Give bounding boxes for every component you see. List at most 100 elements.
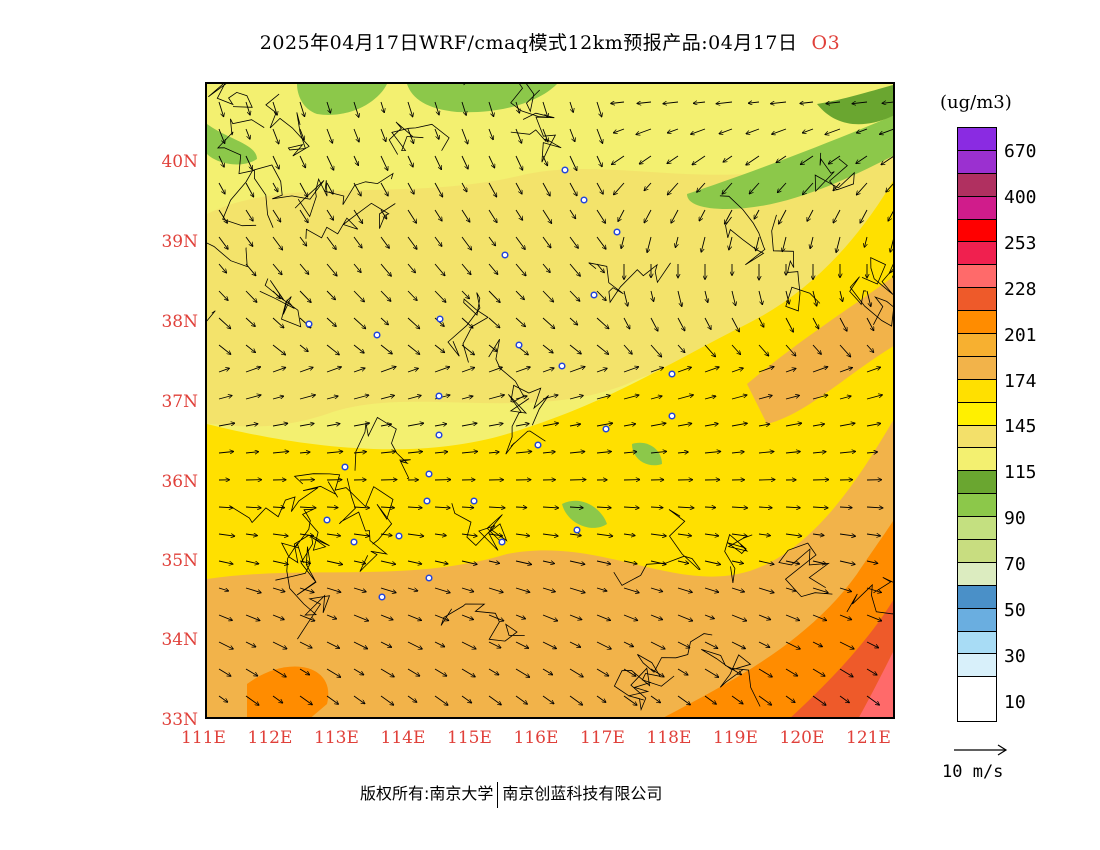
station-marker [534,441,542,449]
title-main: 2025年04月17日WRF/cmaq模式12km预报产品:04月17日 [259,32,798,54]
wind-arrow [326,396,338,400]
wind-arrow [272,451,289,453]
wind-arrow [245,317,255,327]
contour-90-f [632,442,662,466]
wind-arrow [434,560,448,564]
wind-arrow [299,367,313,373]
contour-90-a [297,84,387,115]
colorbar-cell [958,173,996,197]
wind-arrow [785,507,800,508]
wind-arrow [380,182,388,196]
wind-arrow [812,317,819,329]
wind-arrow [407,507,422,508]
colorbar-cell [958,608,996,632]
wind-arrow [488,668,499,675]
wind-arrow [746,128,760,134]
wind-arrow [488,367,502,373]
wind-arrow [866,534,880,536]
wind-arrow [723,155,733,162]
wind-arrow [434,290,446,302]
wind-arrow [272,182,278,192]
wind-arrow [758,695,772,705]
wind-arrow [704,695,716,704]
wind-arrow [272,695,283,703]
wind-arrow [812,560,826,564]
wind-arrow [731,668,742,675]
wind-arrow [461,155,468,169]
latitude-label: 36N [161,472,198,492]
station-marker [436,315,444,323]
wind-arrow [542,534,558,536]
wind-arrow [569,695,583,705]
wind-arrow [353,614,369,621]
wind-arrow [569,507,583,508]
wind-arrow [515,534,530,536]
wind-arrow [407,695,417,702]
colorbar-cell [958,585,996,609]
wind-arrow [677,587,692,592]
wind-arrow [785,423,802,427]
wind-arrow [596,101,602,117]
wind-arrow [569,367,585,373]
wind-arrow [542,395,558,400]
latitude-label: 39N [161,232,198,252]
wind-arrow [569,668,583,677]
wind-arrow [542,614,558,621]
wind-arrow [828,155,841,164]
colorbar-cell [958,379,996,403]
footer-company: 南京创蓝科技有限公司 [502,784,663,803]
wind-arrow [839,641,854,649]
footer: 版权所有:南京大学 南京创蓝科技有限公司 [360,780,662,808]
wind-arrow [596,641,611,649]
wind-arrow [618,209,625,221]
wind-arrow [272,614,284,620]
colorbar-cell [958,448,996,472]
admin-border-line [388,121,450,155]
wind-arrow [894,561,895,565]
wind-arrow [245,101,250,115]
wind-arrow [434,424,447,426]
wind-arrow [596,209,606,223]
wind-arrow [218,668,231,676]
wind-arrow [407,395,421,400]
wind-arrow [704,396,716,400]
colorbar-cell [958,150,996,174]
wind-arrow [812,534,824,536]
wind-reference-arrow [954,744,1008,756]
wind-arrow [407,641,422,649]
wind-arrow [542,182,550,196]
wind-arrow [758,560,774,564]
wind-arrow [245,507,261,508]
contour-228 [791,600,893,717]
wind-arrow [542,561,555,564]
wind-arrow [434,587,450,593]
wind-arrow [569,155,577,171]
latitude-label: 40N [161,152,198,172]
wind-arrow [515,317,525,327]
wind-arrow [461,560,477,564]
colorbar-cell [958,494,996,518]
wind-arrow [650,317,658,331]
longitude-label: 120E [779,728,825,748]
wind-arrow [434,155,441,170]
wind-arrow [671,209,679,223]
wind-arrow [272,641,287,649]
wind-arrow [407,344,420,354]
station-marker [350,538,358,546]
wind-arrow [839,423,855,427]
colorbar-tick-label: 70 [1004,554,1026,576]
wind-arrow [353,452,366,453]
wind-arrow [650,534,666,536]
wind-arrow [650,614,663,620]
wind-arrow [326,641,340,648]
wind-arrow [299,641,312,648]
wind-arrow [218,209,227,223]
wind-arrow [677,344,685,353]
wind-arrow [596,614,611,620]
wind-arrow [245,614,260,621]
wind-arrow [407,560,422,564]
wind-arrow [488,587,503,592]
wind-arrow [779,209,787,224]
wind-arrow [326,263,337,276]
wind-arrow [326,560,343,565]
